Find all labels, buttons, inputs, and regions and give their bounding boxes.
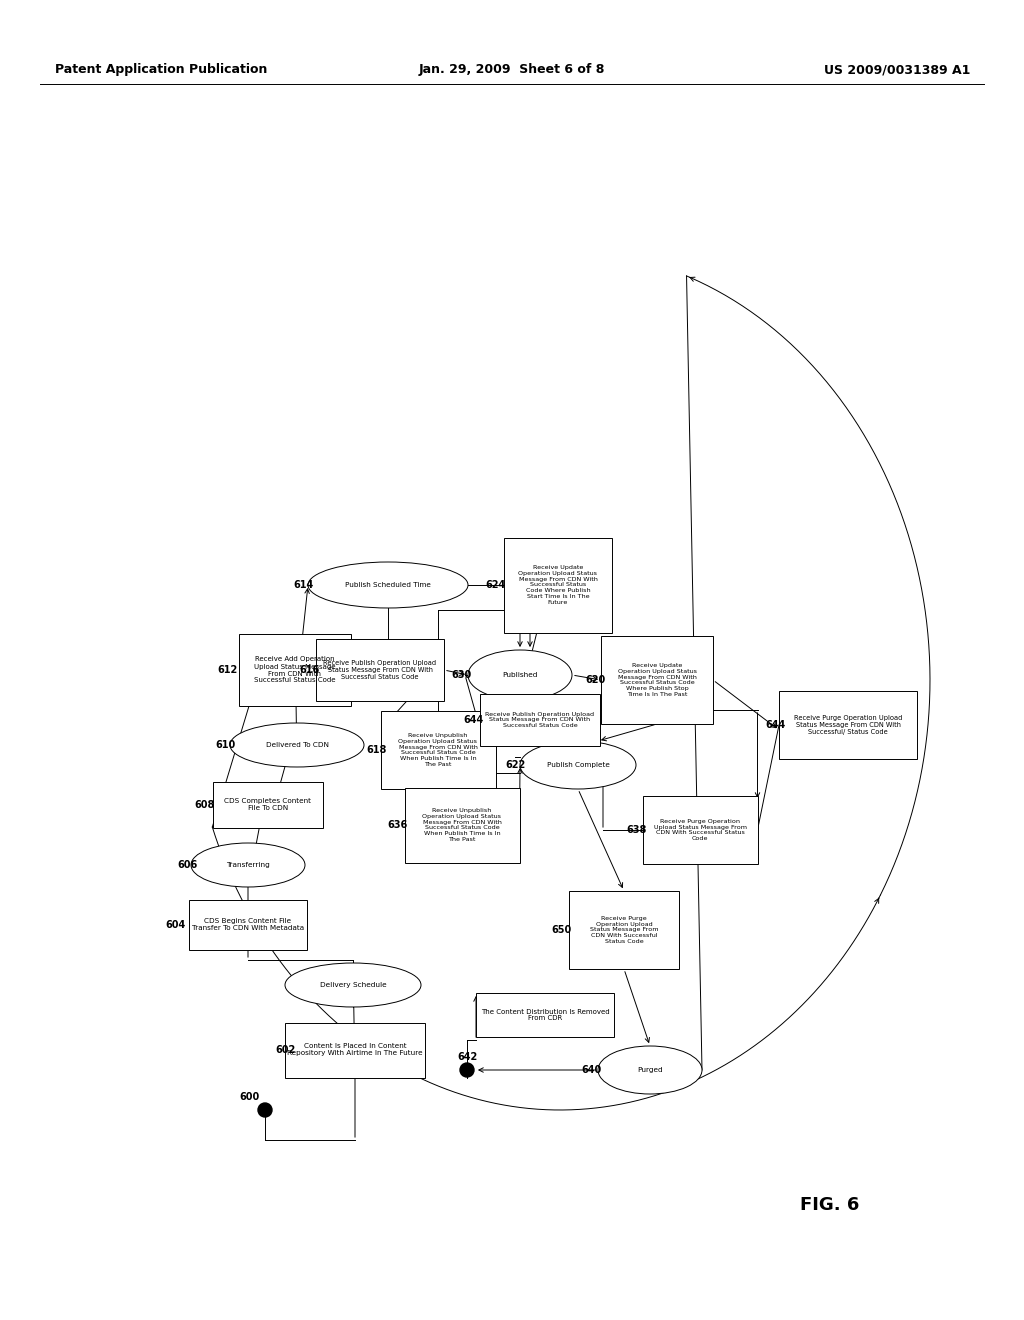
Text: Delivery Schedule: Delivery Schedule <box>319 982 386 987</box>
Text: CDS Completes Content
File To CDN: CDS Completes Content File To CDN <box>224 799 311 812</box>
FancyBboxPatch shape <box>504 537 612 632</box>
Ellipse shape <box>191 843 305 887</box>
Text: 636: 636 <box>388 820 409 830</box>
Text: 600: 600 <box>240 1092 260 1102</box>
Text: Receive Publish Operation Upload
Status Message From CDN With
Successful Status : Receive Publish Operation Upload Status … <box>485 711 595 729</box>
Text: 620: 620 <box>585 675 605 685</box>
Text: Receive Unpublish
Operation Upload Status
Message From CDN With
Successful Statu: Receive Unpublish Operation Upload Statu… <box>398 733 477 767</box>
Text: Receive Publish Operation Upload
Status Message From CDN With
Successful Status : Receive Publish Operation Upload Status … <box>324 660 436 680</box>
Text: Receive Update
Operation Upload Status
Message From CDN With
Successful Status C: Receive Update Operation Upload Status M… <box>617 663 696 697</box>
Text: 638: 638 <box>627 825 647 836</box>
Text: FIG. 6: FIG. 6 <box>801 1196 860 1214</box>
Text: 602: 602 <box>274 1045 295 1055</box>
FancyBboxPatch shape <box>285 1023 425 1077</box>
Text: 624: 624 <box>485 579 505 590</box>
Text: Jan. 29, 2009  Sheet 6 of 8: Jan. 29, 2009 Sheet 6 of 8 <box>419 63 605 77</box>
Circle shape <box>460 1063 474 1077</box>
Text: 640: 640 <box>582 1065 602 1074</box>
Text: Publish Complete: Publish Complete <box>547 762 609 768</box>
Text: 650: 650 <box>552 925 572 935</box>
Text: 630: 630 <box>452 671 472 680</box>
FancyBboxPatch shape <box>213 781 323 828</box>
Text: The Content Distribution Is Removed
From CDR: The Content Distribution Is Removed From… <box>480 1008 609 1022</box>
FancyBboxPatch shape <box>601 636 713 723</box>
Text: US 2009/0031389 A1: US 2009/0031389 A1 <box>823 63 970 77</box>
Text: 622: 622 <box>505 760 525 770</box>
Ellipse shape <box>520 741 636 789</box>
FancyBboxPatch shape <box>480 694 600 746</box>
Text: Published: Published <box>503 672 538 678</box>
Text: 604: 604 <box>165 920 185 931</box>
Text: 642: 642 <box>457 1052 477 1063</box>
Text: 618: 618 <box>367 744 387 755</box>
FancyBboxPatch shape <box>239 634 351 706</box>
Text: 612: 612 <box>218 665 239 675</box>
Circle shape <box>258 1104 272 1117</box>
Text: 614: 614 <box>293 579 313 590</box>
Text: 644: 644 <box>464 715 484 725</box>
Text: Receive Update
Operation Upload Status
Message From CDN With
Successful Status
C: Receive Update Operation Upload Status M… <box>518 565 597 605</box>
FancyBboxPatch shape <box>316 639 444 701</box>
Text: Receive Unpublish
Operation Upload Status
Message From CDN With
Successful Statu: Receive Unpublish Operation Upload Statu… <box>423 808 502 842</box>
Ellipse shape <box>230 723 364 767</box>
Text: Receive Add Operation
Upload Status Message
From CDN With
Successful Status Code: Receive Add Operation Upload Status Mess… <box>254 656 336 684</box>
Text: Publish Scheduled Time: Publish Scheduled Time <box>345 582 431 587</box>
FancyBboxPatch shape <box>404 788 519 862</box>
Text: Transferring: Transferring <box>226 862 270 869</box>
Ellipse shape <box>598 1045 702 1094</box>
Text: Content Is Placed In Content
Repository With Airtime In The Future: Content Is Placed In Content Repository … <box>287 1044 423 1056</box>
FancyBboxPatch shape <box>381 711 496 789</box>
Text: Purged: Purged <box>637 1067 663 1073</box>
Ellipse shape <box>308 562 468 609</box>
Text: 608: 608 <box>195 800 215 810</box>
FancyBboxPatch shape <box>779 690 918 759</box>
Text: Receive Purge Operation Upload
Status Message From CDN With
Successful/ Status C: Receive Purge Operation Upload Status Me… <box>794 715 902 735</box>
FancyBboxPatch shape <box>189 900 307 950</box>
Ellipse shape <box>468 649 572 700</box>
Text: 616: 616 <box>300 665 321 675</box>
Text: CDS Begins Content File
Transfer To CDN With Metadata: CDS Begins Content File Transfer To CDN … <box>191 919 304 932</box>
FancyBboxPatch shape <box>642 796 758 865</box>
Text: Receive Purge Operation
Upload Status Message From
CDN With Successful Status
Co: Receive Purge Operation Upload Status Me… <box>653 818 746 841</box>
Text: Patent Application Publication: Patent Application Publication <box>55 63 267 77</box>
Ellipse shape <box>285 964 421 1007</box>
Text: 644: 644 <box>765 719 785 730</box>
Text: Receive Purge
Operation Upload
Status Message From
CDN With Successful
Status Co: Receive Purge Operation Upload Status Me… <box>590 916 658 944</box>
FancyBboxPatch shape <box>569 891 679 969</box>
Text: 610: 610 <box>215 741 236 750</box>
Text: 606: 606 <box>178 861 198 870</box>
Text: Delivered To CDN: Delivered To CDN <box>265 742 329 748</box>
FancyBboxPatch shape <box>476 993 614 1038</box>
